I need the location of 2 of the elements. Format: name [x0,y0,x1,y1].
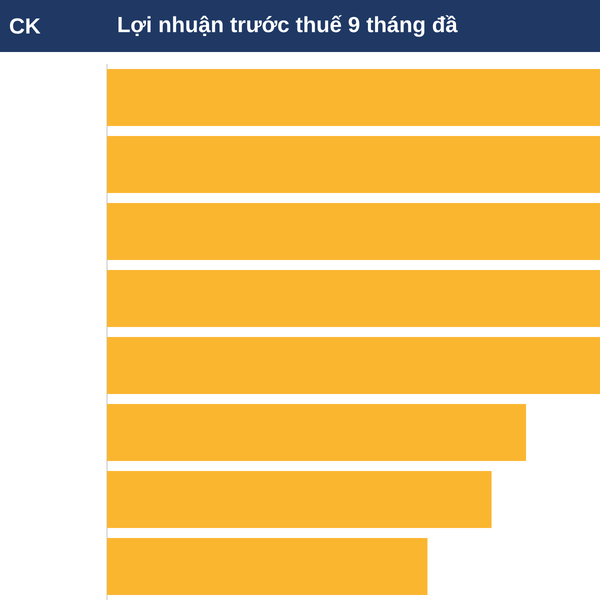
y-axis-title: CK [10,18,40,34]
chart-title: Lợi nhuận trước thuế 9 tháng đầ [118,15,458,37]
